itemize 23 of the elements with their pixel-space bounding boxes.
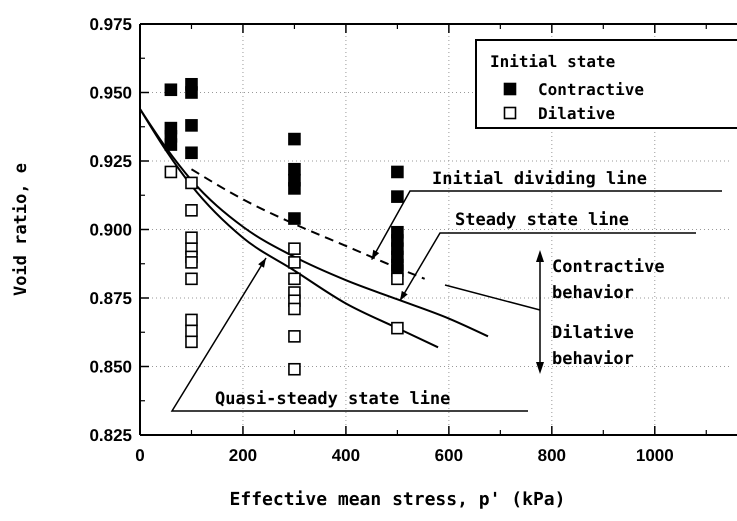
x-axis-title: Effective mean stress, p' (kPa) xyxy=(230,489,566,510)
y-tick-label: 0.900 xyxy=(89,220,132,240)
x-tick-label: 200 xyxy=(228,446,258,465)
y-tick-label: 0.975 xyxy=(89,15,132,34)
x-tick-label: 1000 xyxy=(636,446,674,465)
y-tick-label: 0.950 xyxy=(89,84,132,102)
y-tick-label: 0.875 xyxy=(89,289,132,308)
x-tick-label: 0 xyxy=(135,446,145,465)
y-tick-label: 0.925 xyxy=(89,152,132,171)
legend-label: Dilative xyxy=(538,104,616,123)
x-tick-label: 400 xyxy=(332,446,360,465)
legend-title: Initial state xyxy=(490,52,616,71)
y-tick-label: 0.825 xyxy=(89,426,132,445)
annotation: Dilative behavior xyxy=(552,323,634,369)
x-tick-label: 800 xyxy=(538,446,566,465)
y-axis-title: Void ratio, e xyxy=(11,162,31,296)
annotation: Contractive behavior xyxy=(552,257,665,303)
y-tick-label: 0.850 xyxy=(89,358,132,376)
annotation: Initial dividing line xyxy=(432,169,647,189)
annotation: Quasi-steady state line xyxy=(215,389,450,409)
x-tick-label: 600 xyxy=(434,446,464,465)
annotation: Steady state line xyxy=(455,210,629,230)
legend-label: Contractive xyxy=(538,80,644,99)
